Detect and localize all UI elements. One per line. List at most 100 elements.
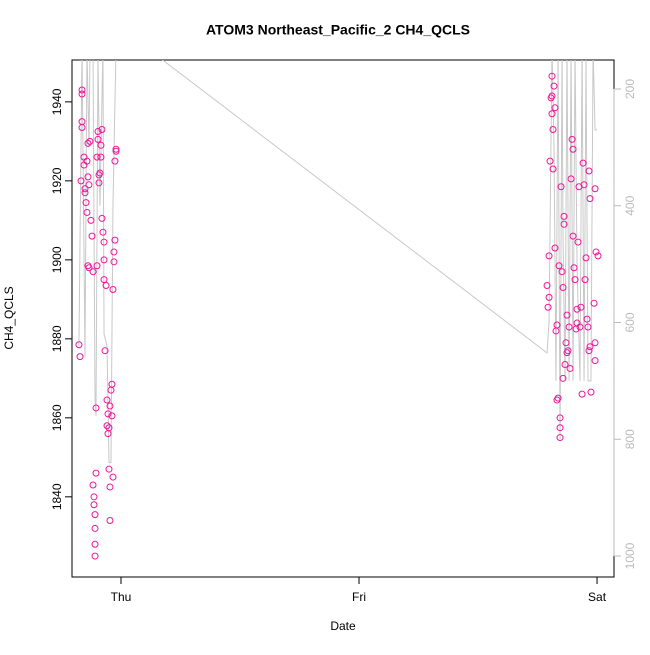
y2-tick-label: 600 bbox=[623, 312, 637, 332]
data-point bbox=[545, 252, 553, 260]
data-point bbox=[101, 347, 109, 355]
data-point bbox=[89, 268, 97, 276]
pressure-line bbox=[78, 60, 598, 464]
x-axis-label: Date bbox=[330, 619, 356, 633]
data-point bbox=[585, 167, 593, 175]
data-point bbox=[93, 153, 101, 161]
data-point bbox=[104, 410, 112, 418]
data-point bbox=[100, 276, 108, 284]
data-point bbox=[591, 185, 599, 193]
data-point bbox=[97, 141, 105, 149]
y-tick-label: 1840 bbox=[50, 483, 64, 510]
data-point bbox=[559, 283, 567, 291]
data-point bbox=[569, 232, 577, 240]
data-point bbox=[105, 424, 113, 432]
data-point bbox=[82, 199, 90, 207]
data-point bbox=[587, 388, 595, 396]
data-point bbox=[580, 181, 588, 189]
data-point bbox=[573, 305, 581, 313]
data-point bbox=[546, 157, 554, 165]
data-point bbox=[548, 110, 556, 118]
data-point bbox=[81, 189, 89, 197]
data-point bbox=[103, 422, 111, 430]
data-point bbox=[108, 412, 116, 420]
data-point bbox=[592, 248, 600, 256]
data-point bbox=[545, 293, 553, 301]
data-point bbox=[100, 256, 108, 264]
data-point bbox=[102, 282, 110, 290]
y-tick-label: 1940 bbox=[50, 88, 64, 115]
data-point bbox=[111, 236, 119, 244]
data-point bbox=[75, 341, 83, 349]
data-point bbox=[564, 347, 572, 355]
data-point bbox=[81, 185, 89, 193]
data-point bbox=[548, 92, 556, 100]
data-point bbox=[106, 483, 114, 491]
data-point bbox=[560, 220, 568, 228]
data-point bbox=[543, 282, 551, 290]
data-point bbox=[548, 72, 556, 80]
data-point bbox=[97, 153, 105, 161]
data-point bbox=[555, 262, 563, 270]
data-point bbox=[591, 339, 599, 347]
data-point bbox=[94, 127, 102, 135]
y-tick-label: 1900 bbox=[50, 246, 64, 273]
data-point bbox=[85, 264, 93, 272]
data-point bbox=[112, 147, 120, 155]
chart-title: ATOM3 Northeast_Pacific_2 CH4_QCLS bbox=[206, 22, 470, 38]
data-point bbox=[563, 311, 571, 319]
y2-tick-label: 800 bbox=[623, 429, 637, 449]
data-point bbox=[569, 145, 577, 153]
data-point bbox=[554, 394, 562, 402]
data-point bbox=[83, 157, 91, 165]
data-point bbox=[111, 157, 119, 165]
data-point bbox=[549, 165, 557, 173]
data-point bbox=[87, 216, 95, 224]
data-point bbox=[90, 501, 98, 509]
x-tick-label: Sat bbox=[588, 590, 607, 604]
data-point bbox=[78, 124, 86, 132]
data-point bbox=[577, 303, 585, 311]
data-point bbox=[544, 303, 552, 311]
data-point bbox=[88, 232, 96, 240]
y2-tick-label: 1000 bbox=[623, 542, 637, 569]
data-point bbox=[559, 374, 567, 382]
data-point bbox=[91, 524, 99, 532]
data-point bbox=[91, 552, 99, 560]
data-point bbox=[581, 276, 589, 284]
data-point bbox=[550, 82, 558, 90]
data-point bbox=[594, 252, 602, 260]
data-point bbox=[582, 254, 590, 262]
data-point bbox=[579, 159, 587, 167]
data-point bbox=[90, 493, 98, 501]
data-point bbox=[84, 173, 92, 181]
data-point bbox=[91, 511, 99, 519]
data-point bbox=[77, 177, 85, 185]
data-point bbox=[109, 473, 117, 481]
data-point bbox=[98, 126, 106, 134]
y-tick-label: 1880 bbox=[50, 325, 64, 352]
data-point bbox=[99, 228, 107, 236]
data-point bbox=[92, 469, 100, 477]
data-point bbox=[78, 90, 86, 98]
data-point bbox=[576, 323, 584, 331]
data-point bbox=[98, 214, 106, 222]
data-point bbox=[86, 137, 94, 145]
data-point bbox=[586, 343, 594, 351]
y-tick-label: 1920 bbox=[50, 167, 64, 194]
data-point bbox=[561, 361, 569, 369]
data-point bbox=[556, 414, 564, 422]
data-point bbox=[108, 380, 116, 388]
data-point bbox=[84, 139, 92, 147]
data-point bbox=[100, 238, 108, 246]
data-point bbox=[570, 264, 578, 272]
plot-area bbox=[75, 60, 602, 560]
data-point bbox=[94, 135, 102, 143]
data-point bbox=[96, 169, 104, 177]
data-point bbox=[574, 238, 582, 246]
data-point bbox=[110, 258, 118, 266]
data-point bbox=[560, 212, 568, 220]
data-point bbox=[565, 323, 573, 331]
